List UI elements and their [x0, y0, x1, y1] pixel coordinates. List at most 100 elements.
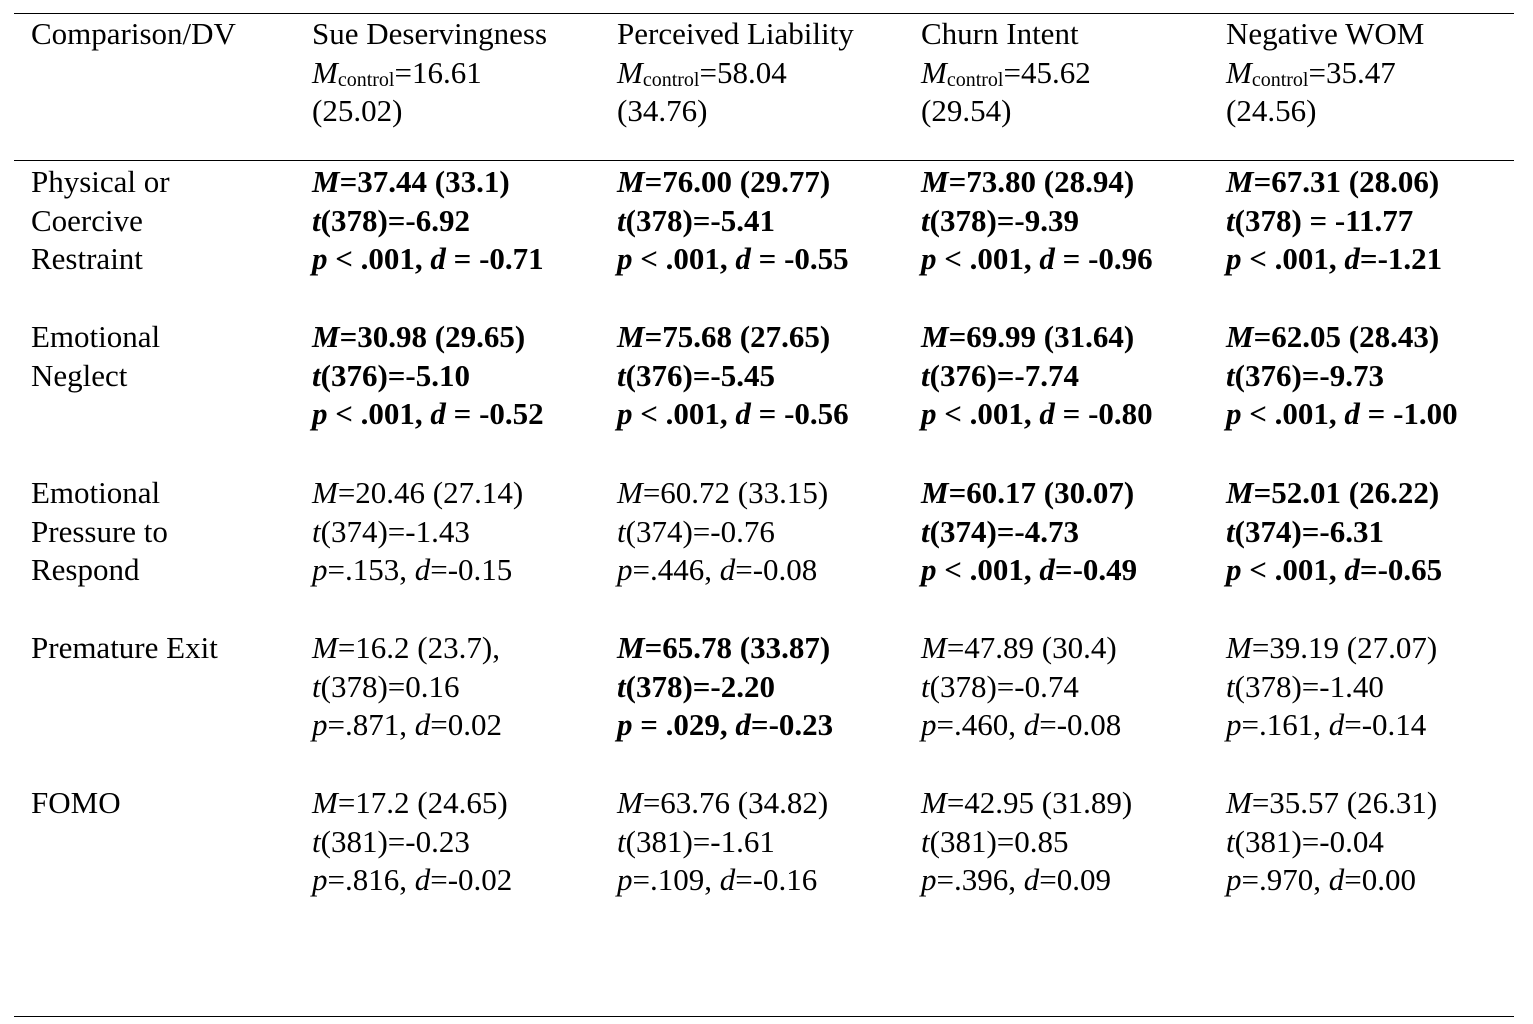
- cell-mean-sd: M=76.00 (29.77): [617, 164, 831, 199]
- header-col-control-sd: (29.54): [921, 93, 1012, 129]
- header-col-control-sd: (25.02): [312, 93, 403, 129]
- cell-p-d: p < .001, d = -0.55: [617, 241, 849, 277]
- m-value: =16.61: [394, 54, 482, 90]
- header-col-control-mean: Mcontrol=16.61: [312, 54, 547, 93]
- cell-p-d: p=.153, d=-0.15: [312, 552, 513, 588]
- row-label-line: Pressure to: [31, 513, 168, 549]
- row-label-line: Physical or: [31, 164, 170, 199]
- header-col-control-sd: (24.56): [1226, 93, 1317, 129]
- cell-p-d: p=.871, d=0.02: [312, 707, 502, 743]
- header-col-title: Sue Deservingness: [312, 16, 548, 51]
- cell-t-stat: t(378) = -11.77: [1226, 202, 1414, 238]
- table-cell: M=30.98 (29.65) t(376)=-5.10 p < .001, d =…: [312, 318, 544, 434]
- cell-mean-sd: M=60.17 (30.07): [921, 475, 1135, 510]
- cell-t-stat: t(376)=-5.10: [312, 357, 471, 393]
- header-col-churn-intent: Churn Intent Mcontrol=45.62 (29.54): [921, 15, 1091, 131]
- table-cell: M=75.68 (27.65) t(376)=-5.45 p < .001, d =…: [617, 318, 849, 434]
- table-bottom-rule: [14, 1016, 1514, 1017]
- row-label-line: Restraint: [31, 241, 143, 277]
- cell-mean-sd: M=63.76 (34.82): [617, 785, 829, 820]
- cell-t-stat: t(376)=-7.74: [921, 357, 1080, 393]
- m-symbol: M: [617, 54, 643, 90]
- m-symbol: M: [312, 54, 338, 90]
- cell-t-stat: t(378)=0.16: [312, 668, 460, 704]
- cell-t-stat: t(376)=-9.73: [1226, 357, 1385, 393]
- table-cell: M=37.44 (33.1) t(378)=-6.92 p < .001, d = …: [312, 163, 544, 279]
- header-comparison-text: Comparison/DV: [31, 16, 236, 51]
- row-label: Premature Exit: [31, 629, 218, 668]
- table-cell: M=42.95 (31.89) t(381)=0.85 p=.396, d=0.09: [921, 784, 1132, 900]
- cell-p-d: p=.109, d=-0.16: [617, 862, 818, 898]
- m-value: =58.04: [699, 54, 787, 90]
- cell-p-d: p < .001, d = -1.00: [1226, 396, 1458, 432]
- table-cell: M=65.78 (33.87) t(378)=-2.20 p = .029, d=-…: [617, 629, 833, 745]
- cell-t-stat: t(378)=-6.92: [312, 202, 471, 238]
- table-cell: M=60.72 (33.15) t(374)=-0.76 p=.446, d=-0.…: [617, 474, 828, 590]
- cell-mean-sd: M=65.78 (33.87): [617, 630, 831, 665]
- cell-mean-sd: M=73.80 (28.94): [921, 164, 1135, 199]
- cell-mean-sd: M=17.2 (24.65): [312, 785, 508, 820]
- m-subscript: control: [642, 68, 700, 91]
- header-col-title: Negative WOM: [1226, 16, 1425, 51]
- cell-mean-sd: M=39.19 (27.07): [1226, 630, 1438, 665]
- cell-mean-sd: M=69.99 (31.64): [921, 319, 1135, 354]
- row-label-line: Neglect: [31, 357, 128, 393]
- table-cell: M=60.17 (30.07) t(374)=-4.73 p < .001, d=-…: [921, 474, 1137, 590]
- m-value: =35.47: [1308, 54, 1396, 90]
- cell-mean-sd: M=52.01 (26.22): [1226, 475, 1440, 510]
- table-top-rule: [14, 13, 1514, 14]
- table-cell: M=35.57 (26.31) t(381)=-0.04 p=.970, d=0.0…: [1226, 784, 1437, 900]
- cell-p-d: p=.816, d=-0.02: [312, 862, 513, 898]
- row-label: Emotional Pressure to Respond: [31, 474, 168, 590]
- table-cell: M=62.05 (28.43) t(376)=-9.73 p < .001, d =…: [1226, 318, 1458, 434]
- cell-t-stat: t(378)=-5.41: [617, 202, 776, 238]
- cell-p-d: p < .001, d=-0.65: [1226, 552, 1443, 588]
- table-cell: M=63.76 (34.82) t(381)=-1.61 p=.109, d=-0.…: [617, 784, 828, 900]
- table-cell: M=69.99 (31.64) t(376)=-7.74 p < .001, d =…: [921, 318, 1153, 434]
- table-header-rule: [14, 160, 1514, 161]
- cell-p-d: p < .001, d = -0.52: [312, 396, 544, 432]
- cell-p-d: p = .029, d=-0.23: [617, 707, 834, 743]
- row-label-line: Emotional: [31, 319, 161, 354]
- table-cell: M=73.80 (28.94) t(378)=-9.39 p < .001, d =…: [921, 163, 1153, 279]
- cell-t-stat: t(378)=-0.74: [921, 668, 1079, 704]
- cell-mean-sd: M=75.68 (27.65): [617, 319, 831, 354]
- cell-p-d: p=.446, d=-0.08: [617, 552, 818, 588]
- cell-t-stat: t(378)=-1.40: [1226, 668, 1384, 704]
- cell-t-stat: t(374)=-4.73: [921, 513, 1080, 549]
- cell-p-d: p=.161, d=-0.14: [1226, 707, 1427, 743]
- header-comparison-label: Comparison/DV: [31, 15, 236, 54]
- cell-p-d: p=.396, d=0.09: [921, 862, 1111, 898]
- cell-p-d: p < .001, d = -0.96: [921, 241, 1153, 277]
- table-cell: M=17.2 (24.65) t(381)=-0.23 p=.816, d=-0.0…: [312, 784, 512, 900]
- header-col-control-mean: Mcontrol=45.62: [921, 54, 1091, 93]
- table-cell: M=39.19 (27.07) t(378)=-1.40 p=.161, d=-0.…: [1226, 629, 1437, 745]
- row-label-line: Premature Exit: [31, 630, 218, 665]
- row-label-line: Emotional: [31, 475, 161, 510]
- m-value: =45.62: [1003, 54, 1091, 90]
- header-col-perceived-liability: Perceived Liability Mcontrol=58.04 (34.7…: [617, 15, 854, 131]
- m-symbol: M: [1226, 54, 1252, 90]
- cell-mean-sd: M=47.89 (30.4): [921, 630, 1117, 665]
- table-cell: M=20.46 (27.14) t(374)=-1.43 p=.153, d=-0.…: [312, 474, 523, 590]
- cell-p-d: p < .001, d=-0.49: [921, 552, 1138, 588]
- row-label: FOMO: [31, 784, 121, 823]
- cell-p-d: p < .001, d = -0.71: [312, 241, 544, 277]
- cell-mean-sd: M=30.98 (29.65): [312, 319, 526, 354]
- cell-t-stat: t(374)=-1.43: [312, 513, 470, 549]
- cell-mean-sd: M=67.31 (28.06): [1226, 164, 1440, 199]
- cell-t-stat: t(376)=-5.45: [617, 357, 776, 393]
- cell-p-d: p=.460, d=-0.08: [921, 707, 1122, 743]
- m-symbol: M: [921, 54, 947, 90]
- m-subscript: control: [1251, 68, 1309, 91]
- cell-p-d: p < .001, d = -0.56: [617, 396, 849, 432]
- table-cell: M=47.89 (30.4) t(378)=-0.74 p=.460, d=-0.0…: [921, 629, 1121, 745]
- row-label: Physical or Coercive Restraint: [31, 163, 170, 279]
- header-col-control-sd: (34.76): [617, 93, 708, 129]
- table-cell: M=16.2 (23.7), t(378)=0.16 p=.871, d=0.02: [312, 629, 502, 745]
- header-col-title: Perceived Liability: [617, 16, 854, 51]
- cell-t-stat: t(374)=-0.76: [617, 513, 775, 549]
- table-cell: M=76.00 (29.77) t(378)=-5.41 p < .001, d =…: [617, 163, 849, 279]
- cell-t-stat: t(381)=-0.04: [1226, 823, 1384, 859]
- cell-mean-sd: M=20.46 (27.14): [312, 475, 524, 510]
